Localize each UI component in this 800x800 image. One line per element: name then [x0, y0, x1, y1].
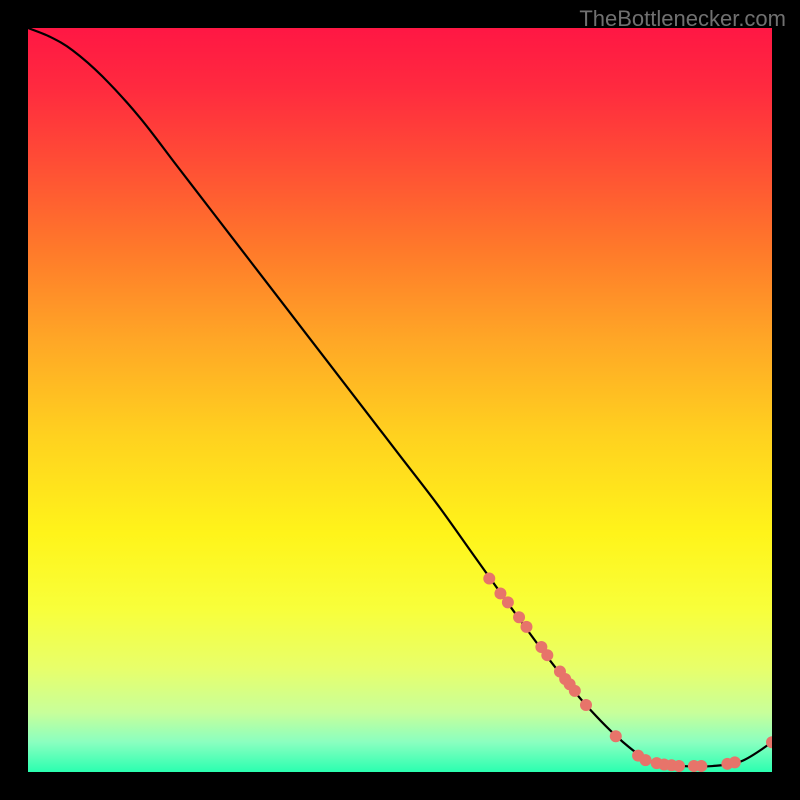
data-marker [640, 754, 652, 766]
data-marker [729, 756, 741, 768]
data-marker [569, 685, 581, 697]
watermark-text: TheBottlenecker.com [579, 6, 786, 32]
data-marker [673, 760, 685, 772]
data-marker [541, 649, 553, 661]
data-marker [513, 611, 525, 623]
data-marker [520, 621, 532, 633]
data-marker [610, 730, 622, 742]
data-marker [502, 596, 514, 608]
data-marker [580, 699, 592, 711]
bottleneck-chart [28, 28, 772, 772]
chart-container [28, 28, 772, 772]
data-marker [695, 760, 707, 772]
chart-background [28, 28, 772, 772]
data-marker [483, 573, 495, 585]
